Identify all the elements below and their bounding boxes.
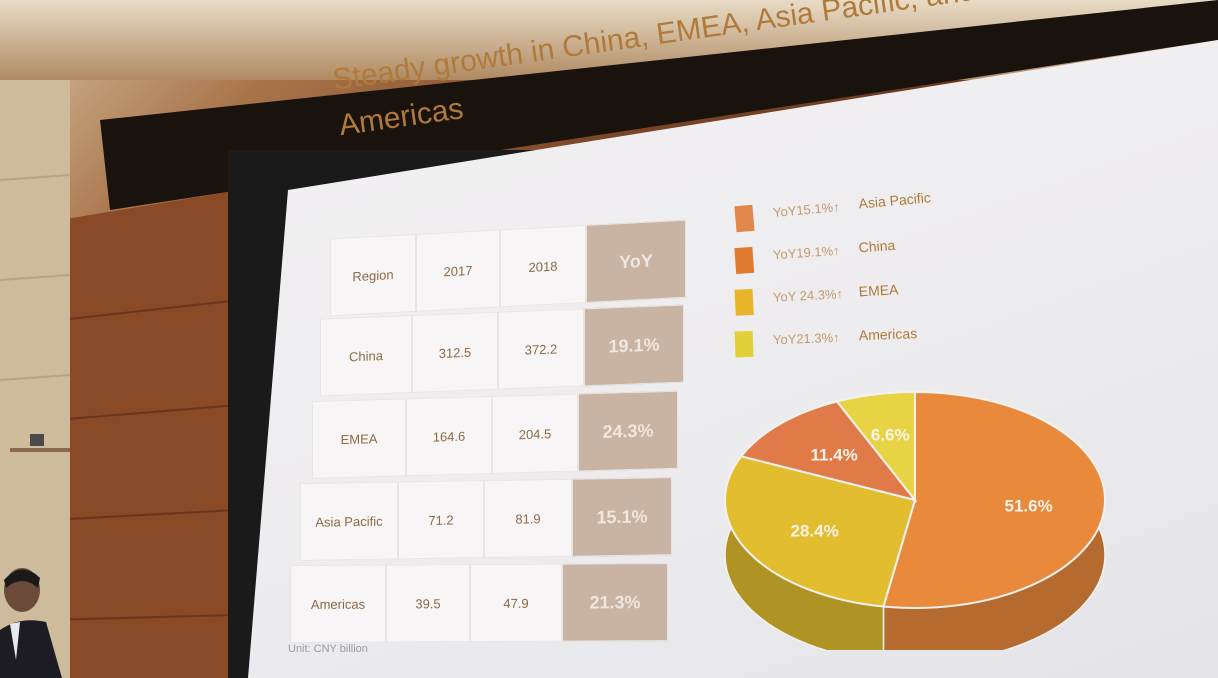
- table-row: EMEA 164.6 204.5 24.3%: [290, 390, 690, 479]
- cell-yoy: 15.1%: [572, 477, 672, 557]
- cell-2018: 372.2: [498, 308, 584, 390]
- legend-swatch: [734, 330, 754, 358]
- cell-region: Americas: [290, 564, 386, 644]
- table-row: Americas 39.5 47.9 21.3%: [290, 563, 690, 644]
- header-2017: 2017: [416, 229, 500, 312]
- presenter: [0, 568, 62, 678]
- legend-yoy: YoY19.1%↑: [772, 242, 841, 263]
- legend-swatch: [734, 204, 755, 233]
- legend-yoy: YoY15.1%↑: [772, 199, 841, 221]
- revenue-table: Region 2017 2018 YoY China 312.5 372.2 1…: [290, 219, 690, 650]
- header-2018: 2018: [500, 224, 586, 308]
- table-row: China 312.5 372.2 19.1%: [290, 304, 690, 397]
- header-yoy: YoY: [586, 219, 686, 303]
- legend-region: EMEA: [858, 281, 899, 300]
- cell-region: EMEA: [312, 398, 406, 479]
- cell-2017: 71.2: [398, 480, 484, 560]
- legend-yoy: YoY21.3%↑: [772, 329, 840, 348]
- cell-2017: 39.5: [386, 564, 470, 643]
- pie-slice: [724, 455, 917, 608]
- pie-slice: [835, 390, 916, 503]
- table-row: Asia Pacific 71.2 81.9 15.1%: [290, 477, 690, 561]
- cell-2018: 47.9: [470, 563, 562, 643]
- cell-2018: 204.5: [492, 393, 578, 474]
- pie-chart: 51.6% 28.4% 11.4% 6.6%: [724, 390, 1106, 650]
- legend-swatch: [734, 246, 755, 275]
- pie-slice-label: 6.6%: [871, 426, 910, 445]
- wall-shelf: [10, 434, 70, 452]
- pie-slice: [882, 390, 1106, 609]
- cell-region: Asia Pacific: [300, 481, 398, 561]
- legend-region: Americas: [858, 325, 918, 344]
- pie-slice-label: 28.4%: [791, 522, 839, 541]
- legend-region: China: [858, 236, 896, 256]
- legend-swatch: [734, 288, 754, 316]
- pie-slice: [739, 400, 918, 502]
- cell-2018: 81.9: [484, 478, 572, 559]
- cell-yoy: 21.3%: [562, 563, 668, 642]
- cell-2017: 312.5: [412, 311, 498, 393]
- cell-yoy: 19.1%: [584, 304, 684, 387]
- unit-note: Unit: CNY billion: [288, 643, 368, 655]
- legend-yoy: YoY 24.3%↑: [772, 286, 844, 305]
- pie-slice-label: 51.6%: [1005, 496, 1053, 515]
- pie-slice-label: 11.4%: [810, 445, 857, 464]
- table-header-row: Region 2017 2018 YoY: [290, 219, 690, 319]
- cell-yoy: 24.3%: [578, 390, 678, 472]
- cell-2017: 164.6: [406, 395, 492, 477]
- header-region: Region: [330, 233, 416, 317]
- cell-region: China: [320, 314, 412, 397]
